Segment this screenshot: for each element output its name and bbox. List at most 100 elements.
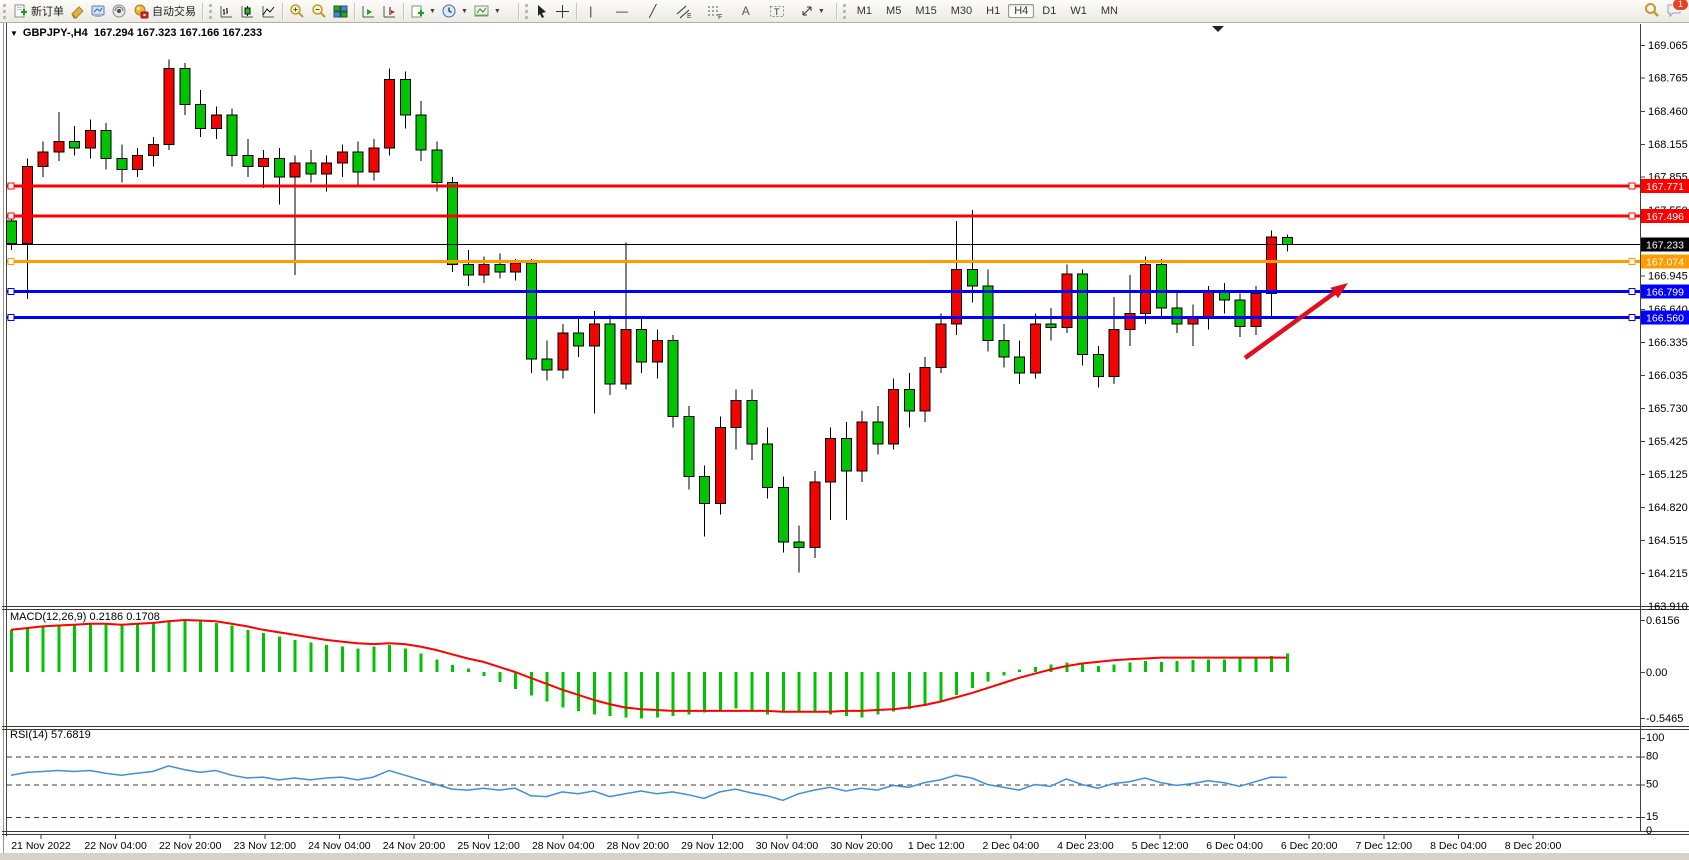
timeframe-mn[interactable]: MN [1100, 5, 1118, 17]
level-handle[interactable] [7, 288, 15, 296]
macd-histogram-bar [230, 625, 234, 672]
zoom-out-button[interactable] [308, 1, 330, 21]
timeframe-m30[interactable]: M30 [950, 5, 973, 17]
candle-body [825, 437, 836, 483]
level-handle[interactable] [1628, 288, 1636, 296]
macd-histogram-bar [750, 672, 754, 711]
time-tick-label: 2 Dec 04:00 [982, 840, 1039, 852]
rsi-indicator-label: RSI(14) 57.6819 [10, 729, 91, 741]
monitor-icon [91, 5, 105, 17]
macd-histogram-bar [781, 672, 785, 713]
macd-histogram-bar [73, 623, 76, 672]
annotation-arrow-head[interactable] [1330, 283, 1348, 299]
timeframe-d1[interactable]: D1 [1042, 5, 1057, 17]
text-label-button[interactable]: T [766, 1, 788, 21]
time-tick-label: 25 Nov 12:00 [457, 840, 520, 852]
horizontal-line-button[interactable]: — [611, 1, 633, 21]
time-tick-label: 29 Nov 12:00 [681, 840, 744, 852]
macd-indicator-label: MACD(12,26,9) 0.2186 0.1708 [10, 611, 160, 623]
crosshair-button[interactable] [552, 1, 573, 21]
macd-histogram-bar [262, 633, 265, 672]
cursor-button[interactable] [532, 1, 552, 21]
zoom-out-icon [312, 4, 326, 18]
cursor-arrow-icon [537, 4, 546, 18]
auto-scroll-button[interactable] [358, 1, 379, 21]
zoom-in-icon [290, 4, 304, 18]
level-handle[interactable] [7, 258, 15, 266]
timeframe-w1[interactable]: W1 [1070, 5, 1087, 17]
price-tick-label: 166.945 [1648, 271, 1688, 283]
market-watch-button[interactable] [67, 1, 88, 21]
macd-histogram-bar [939, 672, 943, 701]
level-handle[interactable] [7, 212, 15, 220]
period-dropdown[interactable]: ▼ [439, 1, 471, 21]
macd-histogram-bar [10, 629, 13, 672]
autotrade-button[interactable]: 自动交易 [130, 1, 199, 21]
macd-histogram-bar [466, 668, 470, 672]
annotation-arrow-shaft[interactable] [1243, 286, 1343, 360]
chart-shift-button[interactable] [379, 1, 400, 21]
level-handle[interactable] [1628, 212, 1636, 220]
level-handle[interactable] [7, 182, 15, 190]
candle-body [667, 339, 679, 418]
level-handle[interactable] [1628, 258, 1636, 266]
tile-windows-button[interactable] [330, 1, 351, 21]
notifications-button[interactable]: 1 [1666, 0, 1689, 21]
candle-body [651, 339, 663, 363]
timeframe-m1[interactable]: M1 [856, 5, 873, 17]
candle-body [1266, 236, 1277, 295]
text-button[interactable]: A [735, 1, 757, 21]
candle-body [588, 323, 600, 347]
macd-histogram-bar [970, 672, 974, 689]
timeframe-h4[interactable]: H4 [1008, 4, 1035, 18]
line-chart-button[interactable] [258, 1, 279, 21]
candle-body [352, 151, 364, 173]
new-order-button[interactable]: 新订单 [10, 1, 67, 21]
timeframe-m5[interactable]: M5 [886, 5, 902, 17]
vertical-line-button[interactable]: | [580, 1, 602, 21]
candle-body [242, 154, 254, 167]
candle-body [336, 151, 348, 164]
price-badge-label: 167.074 [1646, 257, 1684, 269]
chart-window-button[interactable] [88, 1, 109, 21]
search-button[interactable] [1644, 2, 1660, 21]
candle-body [368, 147, 380, 173]
timeframe-m15[interactable]: M15 [915, 5, 937, 17]
level-handle[interactable] [1628, 182, 1636, 190]
toolbar-grip [3, 3, 6, 19]
arrows-dropdown[interactable]: ▼ [797, 1, 828, 21]
new-chart-dropdown[interactable]: ▼ [407, 1, 439, 21]
candle-body [951, 269, 962, 325]
level-handle[interactable] [1628, 314, 1636, 322]
macd-histogram-bar [388, 644, 391, 672]
chart-symbol-period: GBPJPY-,H4 [22, 27, 88, 39]
bar-chart-button[interactable] [216, 1, 237, 21]
candlestick-chart-button[interactable] [237, 1, 258, 21]
candle-body [478, 263, 490, 276]
trendline-button[interactable]: ╱ [642, 1, 664, 21]
chart-shift-marker[interactable] [1212, 26, 1224, 32]
macd-histogram-bar [1033, 666, 1037, 672]
equidistant-channel-button[interactable]: E [673, 1, 695, 21]
timeframe-h1[interactable]: H1 [986, 5, 1001, 17]
level-handle[interactable] [7, 314, 15, 322]
candle-body [6, 220, 17, 245]
candle-body [53, 140, 65, 153]
new-order-label: 新订单 [31, 6, 64, 18]
candle-body [415, 114, 427, 151]
macd-histogram-bar [183, 619, 187, 672]
zoom-in-button[interactable] [286, 1, 308, 21]
fibonacci-button[interactable]: F [704, 1, 726, 21]
macd-histogram-bar [545, 672, 549, 702]
template-dropdown[interactable]: ▼ [471, 1, 504, 21]
macd-histogram-bar [498, 672, 502, 683]
toolbar-group-new: ▼ ▼ ▼ [407, 0, 504, 22]
macd-histogram-bar [1285, 653, 1289, 672]
macd-histogram-bar [892, 672, 895, 712]
candle-body [809, 481, 821, 548]
sound-alert-button[interactable] [109, 1, 130, 21]
price-badge-label: 166.799 [1646, 287, 1684, 299]
toolbar-group-zoom [286, 0, 351, 22]
macd-histogram-bar [277, 636, 281, 672]
